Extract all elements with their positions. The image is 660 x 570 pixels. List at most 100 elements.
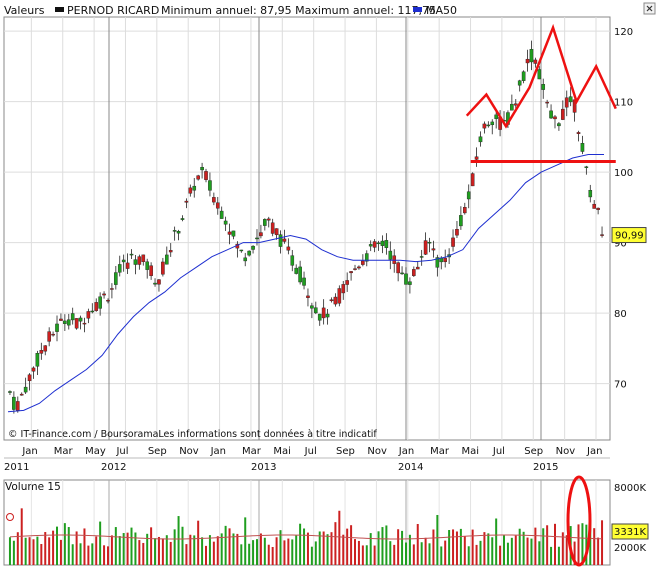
ma50-line xyxy=(7,153,604,413)
candle-body xyxy=(576,132,581,134)
x-tick-label: Mar xyxy=(430,446,450,457)
candle-body xyxy=(372,241,377,248)
header-label: Valeurs xyxy=(4,4,45,17)
candle-body xyxy=(321,307,326,319)
candle-body xyxy=(82,322,87,325)
candle-body xyxy=(66,319,71,326)
source-note: © IT-Finance.com / BoursoramaLes informa… xyxy=(8,429,377,440)
x-tick-label: Nov xyxy=(556,446,576,457)
candle-body xyxy=(455,229,459,236)
candle-body xyxy=(490,121,495,126)
candle-body xyxy=(39,350,44,354)
current-price-label: 90,99 xyxy=(615,231,644,242)
candle-body xyxy=(110,288,114,290)
candle-body xyxy=(215,202,220,209)
candle-body xyxy=(564,97,569,108)
candle-body xyxy=(600,234,604,236)
candle-body xyxy=(494,114,498,119)
candle-body xyxy=(286,246,291,251)
year-label: 2014 xyxy=(398,462,423,473)
y-tick-label: 120 xyxy=(614,27,633,38)
candle-body xyxy=(419,256,424,258)
y-tick-label: 70 xyxy=(614,380,627,391)
close-icon[interactable] xyxy=(643,2,656,15)
year-label: 2012 xyxy=(101,462,126,473)
candle-body xyxy=(561,108,565,120)
candle-body xyxy=(161,261,165,275)
candle-body xyxy=(243,257,248,262)
candle-body xyxy=(349,271,353,274)
x-tick-label: Sep xyxy=(148,446,167,457)
x-tick-label: Jul xyxy=(492,446,505,457)
candle-body xyxy=(137,256,142,265)
year-label: 2015 xyxy=(533,462,558,473)
volume-start-marker xyxy=(6,513,14,521)
candle-body xyxy=(298,266,302,283)
candle-body xyxy=(133,259,138,265)
candle-body xyxy=(12,396,16,410)
x-tick-label: Mar xyxy=(54,446,74,457)
candle-body xyxy=(117,264,122,273)
candle-body xyxy=(59,318,63,321)
candle-body xyxy=(553,116,557,120)
candle-body xyxy=(588,190,593,198)
current-price-rect xyxy=(611,227,647,244)
candle-body xyxy=(165,254,169,265)
candle-body xyxy=(388,250,393,260)
x-tick-label: Jan xyxy=(21,446,37,457)
candle-body xyxy=(568,96,573,103)
candle-body xyxy=(341,284,346,294)
candle-body xyxy=(290,255,295,266)
candle-body xyxy=(121,259,126,263)
candle-body xyxy=(517,80,522,86)
candle-body xyxy=(51,333,55,336)
candle-body xyxy=(459,215,463,227)
head-shoulders-line xyxy=(465,23,617,129)
volume-tick-low: 2000K xyxy=(614,543,646,554)
candle-body xyxy=(361,260,365,265)
volume-average-line xyxy=(9,534,603,540)
x-tick-label: Jul xyxy=(304,446,317,457)
candle-body xyxy=(196,175,200,180)
candle-body xyxy=(435,257,440,268)
candle-body xyxy=(204,171,208,180)
x-tick-label: Jan xyxy=(586,446,602,457)
volume-title: Volume 15 xyxy=(5,481,61,493)
candle-body xyxy=(537,69,542,80)
price-grid xyxy=(4,17,610,440)
y-tick-label: 110 xyxy=(614,98,633,109)
candle-body xyxy=(400,272,404,275)
x-tick-label: Jul xyxy=(115,446,128,457)
candle-body xyxy=(35,352,40,367)
candle-body xyxy=(231,230,236,237)
candle-body xyxy=(43,345,48,352)
x-tick-label: Sep xyxy=(524,446,543,457)
x-tick-label: Mar xyxy=(242,446,262,457)
candle-body xyxy=(274,228,279,236)
candle-body xyxy=(317,313,322,321)
candle-body xyxy=(337,288,342,304)
volume-highlight-ellipse xyxy=(566,475,592,567)
candle-body xyxy=(423,240,428,255)
candle-body xyxy=(294,267,298,274)
x-tick-label: May xyxy=(85,446,106,457)
candle-body xyxy=(55,323,59,332)
candle-body xyxy=(16,401,20,411)
candle-body xyxy=(392,255,397,264)
candle-body xyxy=(78,317,83,322)
candle-body xyxy=(176,231,181,234)
volume-current-label: 3331K xyxy=(614,527,646,538)
candle-body xyxy=(114,272,118,285)
candle-body xyxy=(31,367,36,372)
candle-body xyxy=(125,262,130,269)
candle-body xyxy=(149,265,153,276)
candle-body xyxy=(486,124,491,127)
candle-body xyxy=(443,257,447,263)
candle-body xyxy=(200,167,204,171)
candle-body xyxy=(310,305,314,309)
candle-body xyxy=(141,254,146,262)
candle-body xyxy=(545,101,549,104)
candle-body xyxy=(549,110,553,119)
x-tick-label: Jan xyxy=(398,446,414,457)
